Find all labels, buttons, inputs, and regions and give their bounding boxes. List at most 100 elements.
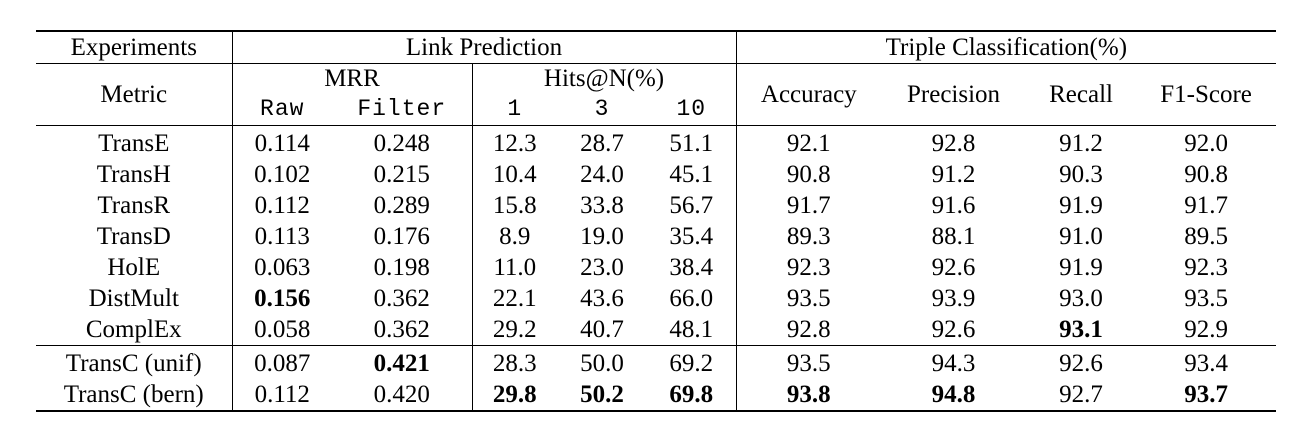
cell-filter: 0.362 — [332, 314, 473, 346]
header-row-3: Raw Filter 1 3 10 — [36, 93, 1276, 126]
cell-hits-1: 22.1 — [492, 284, 537, 312]
cell-accuracy: 92.8 — [786, 315, 831, 343]
cell-recall: 92.7 — [1026, 379, 1137, 412]
cell-f1: 93.4 — [1136, 345, 1277, 379]
table-row: DistMult 0.156 0.362 22.1 43.6 66.0 93.5… — [36, 283, 1276, 314]
cell-hits-1: 8.9 — [499, 222, 531, 250]
cell-hits-3: 24.0 — [580, 160, 624, 188]
cell-filter: 0.420 — [332, 379, 473, 412]
cell-filter: 0.248 — [332, 125, 473, 159]
cell-hits-3: 23.0 — [580, 253, 624, 281]
cell-hits-10: 51.1 — [647, 125, 737, 159]
cell-hits-10: 48.1 — [647, 314, 737, 346]
cell-f1: 93.5 — [1184, 284, 1228, 312]
cell-filter: 0.176 — [332, 221, 473, 252]
cell-f1: 92.9 — [1184, 315, 1228, 343]
cell-filter: 0.289 — [332, 190, 473, 221]
table-row: TransD 0.113 0.176 8.9 19.0 35.4 89.3 88… — [36, 221, 1276, 252]
cell-hits-1: 29.2 — [492, 315, 537, 343]
table-row: TransR 0.112 0.289 15.8 33.8 56.7 91.7 9… — [36, 190, 1276, 221]
cell-recall: 91.0 — [1059, 222, 1103, 250]
cell-recall: 91.9 — [1059, 191, 1103, 219]
header-raw: Raw — [232, 93, 332, 126]
cell-accuracy: 92.3 — [786, 253, 831, 281]
header-accuracy: Accuracy — [736, 63, 882, 126]
header-experiments: Experiments — [36, 30, 233, 64]
cell-recall: 90.3 — [1059, 160, 1103, 188]
cell-precision: 92.6 — [931, 253, 976, 281]
cell-recall: 93.1 — [1059, 315, 1103, 343]
cell-accuracy: 93.8 — [736, 379, 882, 412]
cell-recall: 93.0 — [1059, 284, 1103, 312]
cell-f1: 92.3 — [1184, 253, 1228, 281]
cell-hits-1: 12.3 — [492, 129, 537, 157]
cell-accuracy: 93.5 — [786, 284, 831, 312]
cell-filter: 0.421 — [332, 345, 473, 379]
results-table-container: Experiments Link Prediction Triple Class… — [36, 30, 1277, 412]
row-name: TransE — [36, 125, 233, 159]
cell-filter: 0.198 — [332, 252, 473, 283]
cell-hits-3: 40.7 — [580, 315, 624, 343]
cell-raw: 0.112 — [254, 191, 310, 219]
cell-accuracy: 91.7 — [786, 191, 831, 219]
header-filter: Filter — [332, 93, 473, 126]
row-name: TransR — [36, 190, 233, 221]
cell-hits-10: 69.8 — [647, 379, 737, 412]
cell-precision: 92.8 — [931, 129, 976, 157]
cell-hits-10: 35.4 — [647, 221, 737, 252]
cell-raw: 0.087 — [232, 345, 332, 379]
row-name: TransC (unif) — [36, 345, 233, 379]
cell-f1: 92.0 — [1184, 129, 1228, 157]
table-row: TransH 0.102 0.215 10.4 24.0 45.1 90.8 9… — [36, 159, 1276, 190]
cell-precision: 88.1 — [931, 222, 976, 250]
cell-hits-10: 56.7 — [647, 190, 737, 221]
cell-f1: 89.5 — [1184, 222, 1228, 250]
header-hits-1: 1 — [472, 93, 557, 126]
cell-raw: 0.113 — [254, 222, 310, 250]
cell-f1: 90.8 — [1184, 160, 1228, 188]
cell-precision: 92.6 — [931, 315, 976, 343]
cell-hits-3: 19.0 — [580, 222, 624, 250]
row-name: TransC (bern) — [36, 379, 233, 412]
cell-raw: 0.114 — [254, 129, 310, 157]
cell-hits-1: 29.8 — [472, 379, 557, 412]
table-row: TransC (unif) 0.087 0.421 28.3 50.0 69.2… — [36, 345, 1277, 379]
cell-hits-10: 38.4 — [647, 252, 737, 283]
cell-precision: 93.9 — [931, 284, 976, 312]
header-row-1: Experiments Link Prediction Triple Class… — [36, 30, 1277, 64]
cell-precision: 94.8 — [881, 379, 1027, 412]
cell-accuracy: 89.3 — [786, 222, 831, 250]
cell-filter: 0.215 — [332, 159, 473, 190]
cell-precision: 91.2 — [931, 160, 976, 188]
cell-raw: 0.112 — [232, 379, 332, 412]
cell-recall: 91.9 — [1059, 253, 1103, 281]
cell-raw: 0.063 — [254, 253, 311, 281]
cell-recall: 91.2 — [1059, 129, 1103, 157]
cell-precision: 91.6 — [931, 191, 976, 219]
cell-hits-1: 15.8 — [492, 191, 537, 219]
row-name: TransH — [36, 159, 233, 190]
header-metric: Metric — [36, 63, 233, 126]
row-name: TransD — [36, 221, 233, 252]
cell-hits-10: 45.1 — [647, 159, 737, 190]
table-row: TransC (bern) 0.112 0.420 29.8 50.2 69.8… — [36, 379, 1277, 412]
cell-recall: 92.6 — [1026, 345, 1137, 379]
cell-raw: 0.156 — [254, 284, 311, 312]
cell-f1: 93.7 — [1136, 379, 1277, 412]
header-link-prediction: Link Prediction — [232, 30, 737, 64]
cell-f1: 91.7 — [1184, 191, 1228, 219]
cell-hits-1: 28.3 — [472, 345, 557, 379]
header-precision: Precision — [881, 63, 1027, 126]
cell-hits-10: 69.2 — [647, 345, 737, 379]
header-row-2: Metric MRR Hits@N(%) Accuracy Precision … — [36, 63, 1277, 126]
header-mrr: MRR — [232, 63, 473, 93]
header-hits-3: 3 — [557, 93, 647, 126]
cell-hits-3: 33.8 — [580, 191, 624, 219]
cell-hits-3: 50.0 — [557, 345, 647, 379]
results-table: Experiments Link Prediction Triple Class… — [36, 30, 1277, 412]
header-triple-classification: Triple Classification(%) — [736, 30, 1277, 64]
header-f1: F1-Score — [1136, 63, 1277, 126]
table-row: HolE 0.063 0.198 11.0 23.0 38.4 92.3 92.… — [36, 252, 1276, 283]
cell-raw: 0.058 — [254, 315, 311, 343]
cell-precision: 94.3 — [881, 345, 1027, 379]
